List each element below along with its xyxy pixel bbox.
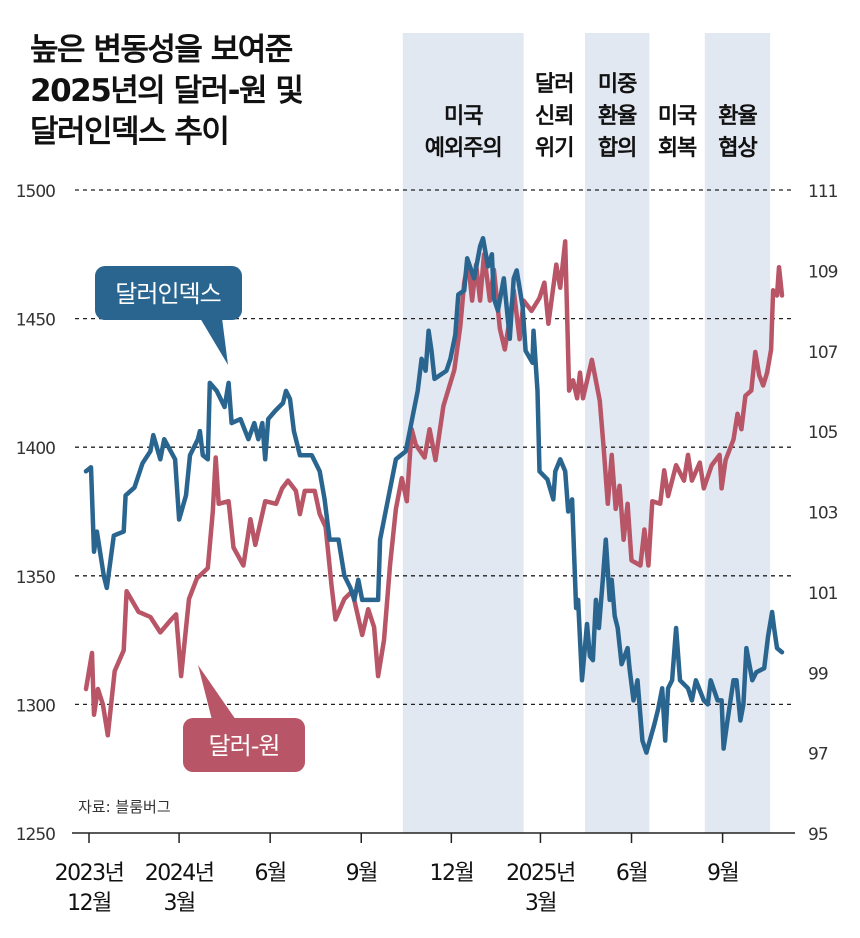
x-axis-tick-label: 6월 — [616, 861, 647, 886]
right-axis-tick-label: 105 — [808, 423, 838, 443]
callout-label: 달러인덱스 — [115, 280, 220, 308]
callout-pointer — [198, 665, 236, 720]
source-note: 자료: 블룸버그 — [78, 798, 171, 816]
period-label: 미국 — [658, 104, 697, 129]
callout-label: 달러-원 — [209, 732, 280, 760]
period-label: 환율 — [718, 104, 757, 129]
left-axis-tick-label: 1400 — [16, 439, 55, 459]
right-axis-tick-label: 103 — [808, 504, 838, 524]
annotation-usdkrw: 달러-원 — [183, 665, 305, 772]
period-label: 달러 — [535, 72, 573, 97]
x-axis-tick-label: 6월 — [255, 861, 286, 886]
annotation-dollar-index: 달러인덱스 — [95, 266, 242, 365]
period-label: 미중 — [598, 72, 637, 97]
right-axis-tick-label: 95 — [808, 825, 828, 845]
x-axis-tick-label: 9월 — [346, 861, 377, 886]
right-axis-tick-label: 111 — [808, 182, 838, 202]
x-axis-tick-label: 2023년 — [55, 861, 124, 886]
left-axis-tick-label: 1450 — [16, 311, 55, 331]
period-label: 위기 — [535, 136, 573, 161]
x-axis-tick-label: 9월 — [707, 861, 738, 886]
right-axis-tick-label: 109 — [808, 262, 838, 282]
series-line — [83, 235, 785, 755]
x-axis-tick-label: 3월 — [163, 891, 194, 916]
right-axis-tick-label: 107 — [808, 343, 838, 363]
period-label: 합의 — [598, 135, 636, 161]
series-dollar-index — [83, 235, 785, 755]
period-label: 신뢰 — [535, 104, 573, 129]
period-label: 환율 — [598, 104, 637, 129]
right-axis-tick-label: 99 — [808, 664, 828, 684]
x-axis-tick-label: 3월 — [525, 891, 556, 916]
title-line: 2025년의 달러-원 및 — [30, 73, 304, 109]
left-axis-tick-label: 1350 — [16, 568, 55, 588]
right-axis-tick-label: 97 — [808, 745, 828, 765]
x-axis-tick-label: 12월 — [67, 891, 111, 916]
shaded-period-band — [402, 33, 524, 833]
left-axis-tick-label: 1300 — [16, 696, 55, 716]
callout-box — [183, 718, 305, 772]
x-axis-tick-label: 2024년 — [145, 861, 214, 886]
period-label: 협상 — [718, 136, 757, 161]
x-axis-tick-label: 12월 — [429, 861, 473, 886]
period-label: 예외주의 — [425, 136, 502, 161]
callout-box — [95, 266, 242, 320]
callout-pointer — [200, 318, 228, 365]
left-axis-tick-label: 1500 — [16, 182, 55, 202]
chart-title: 높은 변동성을 보여준 2025년의 달러-원 및 달러인덱스 추이 — [30, 30, 304, 153]
series-line — [83, 239, 785, 738]
period-label: 회복 — [658, 136, 697, 161]
series-usdkrw — [83, 239, 785, 738]
x-axis-tick-label: 2025년 — [506, 861, 575, 886]
left-axis-tick-label: 1250 — [16, 825, 55, 845]
title-line: 높은 변동성을 보여준 — [30, 32, 293, 68]
right-axis-tick-label: 101 — [808, 584, 838, 604]
period-label: 미국 — [444, 104, 483, 129]
title-line: 달러인덱스 추이 — [30, 114, 230, 150]
